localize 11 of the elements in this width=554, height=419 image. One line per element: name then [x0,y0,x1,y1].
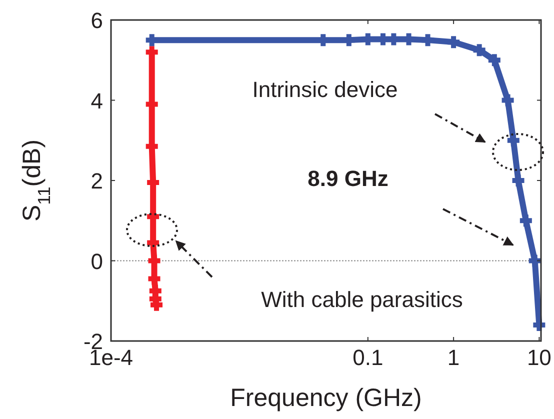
annotation: With cable parasitics [261,287,463,312]
annotation: 8.9 GHz [308,166,388,191]
x-axis-title: Frequency (GHz) [230,384,422,412]
y-tick-label: 0 [90,248,103,274]
x-tick-label: 1 [447,345,460,370]
x-tick-label: 0.1 [352,345,384,370]
y-tick-label: 2 [90,168,103,194]
y-tick-label: 6 [90,8,103,33]
x-tick-label: 10 [526,345,552,370]
y-tick-label: 4 [90,88,103,114]
annotation: Intrinsic device [252,77,398,102]
